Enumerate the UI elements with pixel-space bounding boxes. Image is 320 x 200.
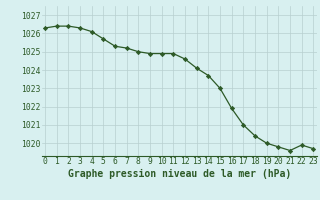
X-axis label: Graphe pression niveau de la mer (hPa): Graphe pression niveau de la mer (hPa): [68, 169, 291, 179]
